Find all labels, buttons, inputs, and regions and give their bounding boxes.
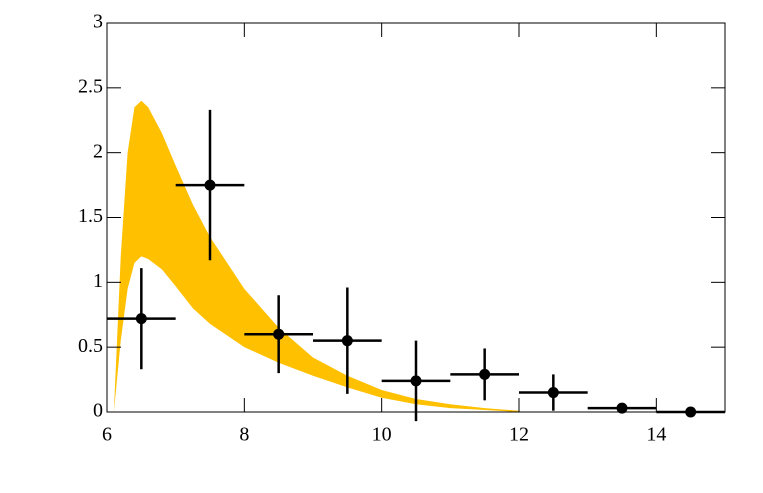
data-point — [410, 375, 422, 387]
band — [113, 100, 519, 413]
data-point — [273, 328, 285, 340]
x-tick-label: 8 — [239, 424, 249, 446]
data-point — [616, 402, 628, 414]
data-point — [135, 313, 147, 325]
data-point — [547, 387, 559, 399]
data-point — [341, 335, 353, 347]
x-tick-label: 14 — [646, 424, 666, 446]
y-tick-label: 2.5 — [78, 75, 103, 97]
y-tick-label: 1.5 — [78, 205, 103, 227]
y-tick-label: 3 — [93, 11, 103, 33]
y-tick-label: 1 — [93, 270, 103, 292]
x-tick-label: 12 — [509, 424, 529, 446]
data-point — [685, 406, 697, 418]
x-tick-label: 6 — [102, 424, 112, 446]
data-point — [479, 368, 491, 380]
y-tick-label: 0.5 — [78, 335, 103, 357]
x-tick-label: 10 — [372, 424, 392, 446]
y-tick-label: 2 — [93, 140, 103, 162]
data-point — [204, 179, 216, 191]
y-tick-label: 0 — [93, 400, 103, 422]
